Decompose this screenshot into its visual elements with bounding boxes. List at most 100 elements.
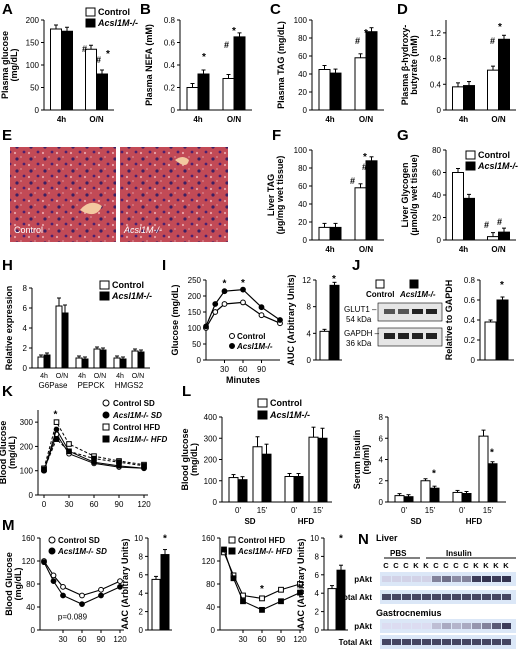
- y-tick-label: 8: [23, 284, 28, 293]
- data-point: [53, 436, 60, 442]
- y-tick-label: 0.4: [430, 80, 442, 89]
- bar-Control: [308, 436, 319, 503]
- x-tick-label: 60: [90, 500, 99, 509]
- y-tick-label: 40: [298, 200, 307, 209]
- tissue-label: Liver: [376, 533, 398, 543]
- y-tick-label: 160: [22, 534, 36, 543]
- y-tick-label: 4: [307, 329, 312, 338]
- blot-band: [382, 639, 391, 645]
- y-tick-label: 0.4: [464, 316, 476, 325]
- x-tick-label: 4h: [78, 373, 86, 380]
- y-axis-label: Liver Glycogen: [400, 162, 410, 227]
- annotation: *: [163, 534, 167, 545]
- blot-band: [432, 623, 441, 629]
- blot-band: [502, 594, 511, 600]
- y-tick-label: 160: [202, 534, 216, 543]
- legend-label: Control: [478, 150, 510, 160]
- bar-Acsl1M-/-: [329, 72, 342, 111]
- y-tick-label: 300: [20, 418, 34, 427]
- data-point: [66, 441, 72, 447]
- x-tick-label: 0': [401, 506, 407, 515]
- data-point: [258, 304, 265, 311]
- x-tick-label: O/N: [132, 373, 144, 380]
- blot-band: [452, 639, 461, 645]
- group-label: G6Pase: [39, 381, 68, 390]
- bar-Control: [318, 69, 331, 111]
- bar-Control: [252, 446, 263, 503]
- bar-aac-control: [327, 588, 337, 631]
- legend-label: Acsl1M-/- SD: [57, 547, 107, 556]
- legend-marker: [229, 333, 235, 339]
- series-line-Control SD: [43, 560, 121, 597]
- bar-Acsl1M-/-: [119, 358, 127, 369]
- y-tick-label: 0: [437, 236, 442, 245]
- legend-label: Acsl1M-/-: [97, 18, 138, 28]
- y-tick-label: 100: [26, 61, 40, 70]
- blot-band: [502, 639, 511, 645]
- data-point: [66, 448, 72, 455]
- lane-label: K: [503, 561, 509, 570]
- annotation: *: [332, 274, 336, 285]
- bar-acsl1: [496, 299, 509, 361]
- blot-label: 36 kDa: [346, 339, 372, 348]
- blot-band: [482, 623, 491, 629]
- series-line-Control HFD: [223, 552, 301, 599]
- x-tick-label: 4h: [459, 245, 468, 254]
- legend-label: Acsl1M-/- HFD: [112, 435, 167, 444]
- group-label: SD: [244, 517, 255, 526]
- bar-Acsl1M-/-: [365, 160, 378, 241]
- lane-label: K: [473, 561, 479, 570]
- annotation: #: [490, 36, 495, 46]
- y-tick-label: 80: [298, 164, 307, 173]
- legend-swatch: [257, 410, 268, 420]
- blot-band: [392, 576, 401, 582]
- annotation: #: [96, 55, 101, 65]
- blot-band: [382, 576, 391, 582]
- y-tick-label: 2: [23, 344, 28, 353]
- x-tick-label: 90: [257, 365, 266, 374]
- data-point: [41, 466, 47, 473]
- y-tick-label: 0: [35, 106, 40, 115]
- blot-band: [472, 639, 481, 645]
- y-tick-label: 80: [206, 580, 215, 589]
- y-tick-label: 80: [26, 580, 35, 589]
- blot-band: [398, 333, 409, 339]
- y-axis-label: Serum Insulin: [352, 430, 362, 490]
- annotation: *: [241, 278, 245, 289]
- blot-band: [482, 639, 491, 645]
- legend-swatch: [257, 398, 268, 408]
- bar-Acsl1M-/-: [463, 197, 475, 241]
- data-point: [98, 592, 104, 599]
- y-tick-label: 0: [211, 626, 216, 635]
- blot-band: [492, 576, 501, 582]
- legend-label: Control HFD: [238, 536, 285, 545]
- series-line-Acsl1M-/- HFD: [223, 549, 301, 611]
- data-point: [50, 578, 57, 585]
- panel-letter: F: [272, 127, 281, 144]
- data-point: [278, 586, 284, 593]
- legend-swatch: [85, 18, 96, 28]
- y-tick-label: 0: [213, 498, 218, 507]
- y-tick-label: 200: [188, 292, 202, 301]
- data-point: [141, 463, 147, 469]
- x-axis-label: Minutes: [226, 375, 260, 385]
- blot-band: [402, 639, 411, 645]
- p-value: p=0.089: [58, 613, 88, 622]
- bar-Control: [452, 172, 464, 241]
- data-point: [240, 598, 246, 605]
- x-tick-label: O/N: [56, 373, 68, 380]
- data-point: [259, 595, 265, 602]
- bar-Acsl1M-/-: [317, 437, 328, 503]
- annotation: *: [364, 28, 368, 39]
- legend-swatch: [465, 150, 476, 160]
- data-point: [79, 592, 85, 599]
- blot-row-label: pAkt: [354, 575, 372, 584]
- blot-band: [472, 594, 481, 600]
- y-tick-label: 4: [379, 456, 384, 465]
- lane-label: C: [463, 561, 469, 570]
- blot-band: [384, 309, 395, 314]
- x-tick-label: 4h: [116, 373, 124, 380]
- blot-row-label: pAkt: [354, 622, 372, 631]
- image-label: Control: [14, 225, 43, 235]
- y-tick-label: 0: [139, 626, 144, 635]
